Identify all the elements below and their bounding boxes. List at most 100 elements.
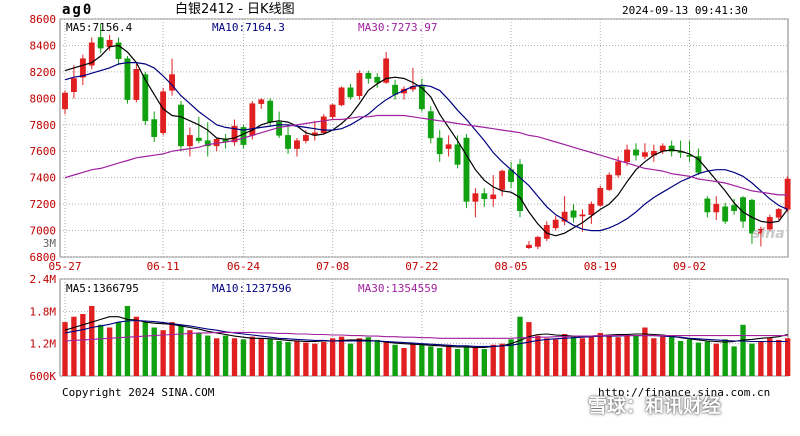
candle-body [178,104,184,147]
volume-bar [276,340,282,376]
volume-panel [62,305,791,376]
candle-body [570,210,577,218]
volume-bar [89,305,95,376]
candle-body [731,205,738,211]
volume-bar [178,324,184,376]
volume-bar [784,338,791,376]
volume-bar [258,338,264,376]
volume-bar [642,327,648,376]
candle-body [383,58,390,83]
volume-bar [597,332,603,376]
source-url[interactable]: http://finance.sina.com.cn [598,386,771,399]
volume-bar [231,338,238,376]
date-tick-label: 07-22 [405,260,438,273]
volume-bar [267,339,273,376]
volume-bar [668,335,675,376]
volume-bar [321,342,327,376]
volume-bar [588,336,595,376]
candle-body [88,42,95,66]
candle-body [775,209,782,218]
candle-body [302,135,309,141]
candle-body [722,206,729,222]
candle-body [106,39,113,48]
candle-body [347,87,354,98]
price-tick-label: 8000 [30,92,57,105]
volume-bar [553,339,559,376]
candle-body [356,72,363,96]
date-tick-label: 06-11 [147,260,180,273]
candle-body [490,194,497,200]
price-grid [59,18,789,258]
volume-bar [169,322,175,376]
volume-bar [731,346,737,376]
volume-bar [205,335,211,376]
volume-bar [463,346,470,376]
candle-body [668,145,675,152]
price-tick-label: 7600 [30,145,57,158]
candle-body [79,58,86,78]
candle-body [481,193,488,200]
volume-bar [472,347,479,376]
candle-body [329,104,336,118]
candle-body [633,149,639,156]
candle-body [552,219,559,229]
volume-bar [445,344,452,376]
price-ma10-line [64,61,788,232]
candle-body [463,137,470,202]
volume-bar [329,338,336,376]
volume-bar [294,340,300,376]
volume-bar [481,349,487,376]
candle-body [365,72,372,79]
price-tick-label: 7200 [30,198,57,211]
volume-bar [508,339,514,376]
candle-body [454,144,461,165]
volume-tick-label: 2.4M [30,273,57,286]
candle-body [579,214,586,217]
volume-bar [365,337,372,376]
volume-bar [686,339,693,376]
volume-bar [526,322,532,376]
candle-body [427,111,434,139]
date-tick-label: 08-05 [495,260,528,273]
volume-bar [187,330,193,376]
candle-body [186,135,193,147]
candle-body [641,152,648,157]
volume-bar [695,342,702,376]
price-ma30-line [64,114,788,196]
volume-bar [312,343,318,376]
volume-bar [713,343,719,376]
price-tick-label: 7000 [30,225,57,238]
price-tick-label: 8600 [30,13,57,26]
candle-body [713,203,720,213]
copyright-text: Copyright 2024 SINA.COM [62,386,215,399]
xueqiu-watermark: 雪球：和讯财经 [588,395,722,417]
volume-bar [71,316,77,376]
volume-bar [249,336,256,376]
candle-body [517,164,523,211]
volume-bar [437,347,443,376]
candle-body [543,225,550,239]
volume-ma10-label: MA10:1237596 [212,282,292,295]
candle-body [70,78,77,92]
date-tick-label: 07-08 [316,260,349,273]
volume-bar [740,324,746,376]
volume-bar [490,344,496,376]
volume-bar [428,346,434,376]
volume-bar [222,335,229,376]
volume-bar [401,347,407,376]
volume-bar [722,339,728,376]
volume-bar [633,335,639,376]
volume-bar [196,332,202,376]
volume-bar [624,333,630,376]
candle-body [615,161,622,176]
candle-body [445,144,452,149]
volume-bar [749,343,755,376]
volume-bar [419,343,425,376]
volume-bar [347,343,354,376]
candle-body [534,236,541,247]
volume-bar [124,305,131,376]
price-ma5-label: MA5:7156.4 [66,21,133,34]
price-ma10-label: MA10:7164.3 [212,21,285,34]
volume-bar [544,338,550,376]
symbol-label: ag0 [62,2,94,18]
